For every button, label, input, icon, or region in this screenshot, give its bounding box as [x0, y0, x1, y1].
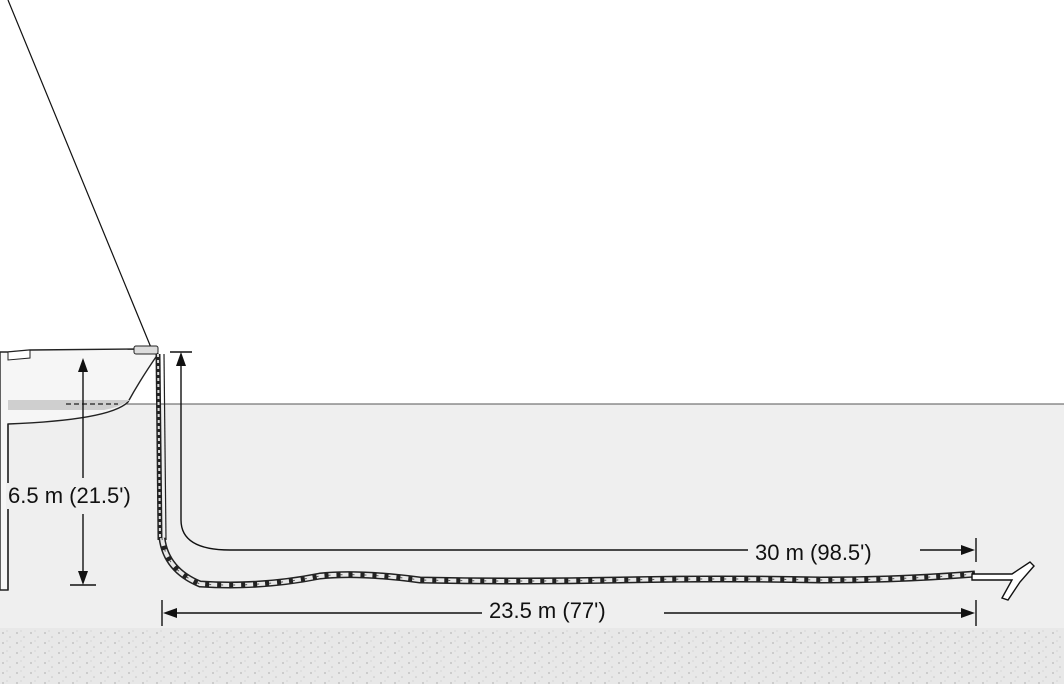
- boat-hull: [0, 345, 160, 591]
- rope-rode: [155, 353, 167, 541]
- rode-length-dimension: [170, 351, 977, 562]
- seabed-texture: [0, 628, 1064, 684]
- forestay-line: [7, 0, 153, 351]
- anchor: [971, 561, 1035, 601]
- anchor-chain: [158, 537, 976, 589]
- rode-length-label: 30 m (98.5'): [753, 540, 874, 566]
- horizontal-distance-dimension: [161, 600, 977, 626]
- depth-label: 6.5 m (21.5'): [6, 483, 133, 509]
- horizontal-distance-label: 23.5 m (77'): [487, 598, 608, 624]
- depth-dimension: [70, 358, 96, 586]
